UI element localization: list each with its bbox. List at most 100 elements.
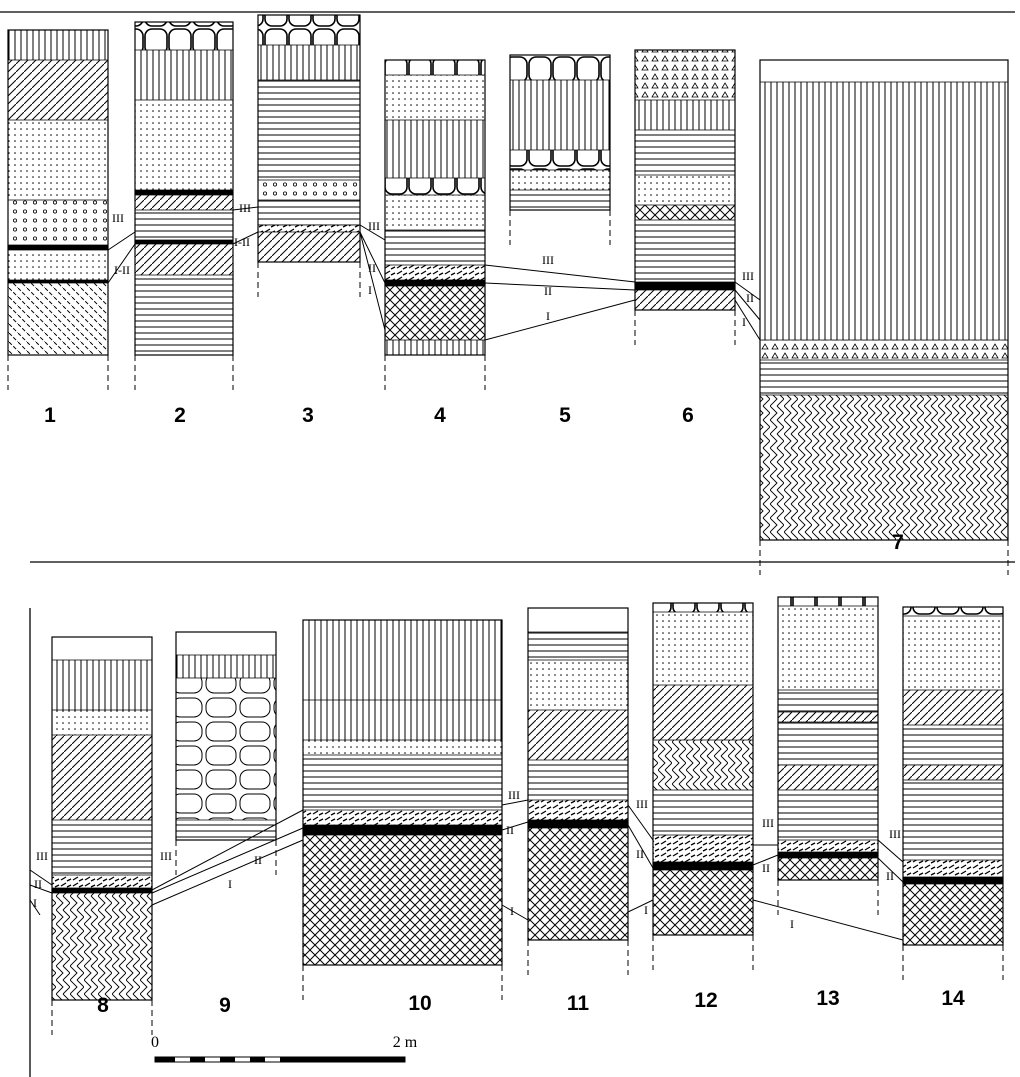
layer [760, 82, 1008, 340]
layer [303, 700, 502, 740]
layer [385, 230, 485, 265]
layer [653, 685, 753, 740]
scale-bar [155, 1057, 405, 1062]
horizon-label: III [112, 211, 124, 225]
layer [52, 710, 152, 735]
layer [653, 835, 753, 862]
layer [8, 283, 108, 355]
layer [258, 180, 360, 200]
column-number: 7 [892, 531, 904, 554]
horizon-label: I [790, 917, 794, 931]
layer [8, 120, 108, 200]
horizon-label: III [36, 849, 48, 863]
horizon-label: III [742, 269, 754, 283]
horizon-label: III [160, 849, 172, 863]
layer [52, 893, 152, 1000]
dashed-extension [303, 965, 502, 1000]
layer [176, 678, 276, 820]
layer [385, 265, 485, 280]
horizon-label: I [510, 904, 514, 918]
layer [903, 780, 1003, 860]
layer [303, 825, 502, 835]
layer [135, 190, 233, 195]
horizon-label: I [368, 283, 372, 297]
horizon-label: III [368, 219, 380, 233]
horizon-label: II [544, 284, 552, 298]
horizon-label: II [368, 261, 376, 275]
layer [778, 840, 878, 852]
layer [510, 55, 610, 80]
layer [903, 725, 1003, 765]
layer [528, 608, 628, 632]
horizon-label: II [254, 853, 262, 867]
layer [176, 820, 276, 840]
column-number: 2 [174, 404, 186, 427]
layer [635, 282, 735, 290]
layer [778, 722, 878, 765]
layer [52, 735, 152, 820]
layer [903, 690, 1003, 725]
horizon-label: III [762, 816, 774, 830]
layer [258, 80, 360, 180]
layer [52, 637, 152, 660]
horizon-label: I-II [114, 263, 130, 277]
horizon-label: III [239, 201, 251, 215]
column-number: 14 [941, 987, 965, 1010]
layer [176, 632, 276, 655]
column-number: 4 [434, 404, 446, 427]
layer [635, 290, 735, 310]
horizon-label: I [742, 315, 746, 329]
layer [135, 210, 233, 240]
horizon-label: II [746, 291, 754, 305]
layer [135, 244, 233, 275]
layer [760, 395, 1008, 540]
layer [52, 875, 152, 888]
column-number: 1 [44, 404, 56, 427]
dashed-extension [903, 945, 1003, 980]
column-number: 11 [567, 992, 590, 1015]
layer [52, 820, 152, 875]
layer [258, 15, 360, 45]
layer [528, 760, 628, 800]
column-number: 9 [219, 994, 231, 1017]
layer [258, 225, 360, 232]
layer [903, 765, 1003, 780]
horizon-label: III [542, 253, 554, 267]
layer [778, 858, 878, 880]
layer [8, 30, 108, 60]
horizon-label: I [228, 877, 232, 891]
layer [135, 22, 233, 50]
layer [385, 195, 485, 230]
horizon-label: I [644, 903, 648, 917]
layer [528, 800, 628, 820]
layer [385, 60, 485, 75]
column-number: 6 [682, 404, 694, 427]
layer [258, 232, 360, 262]
dashed-extension [510, 210, 610, 245]
layer [778, 790, 878, 840]
layer [760, 360, 1008, 395]
layer [653, 603, 753, 612]
layer [135, 195, 233, 210]
column-number: 13 [816, 987, 839, 1010]
dashed-extension [8, 355, 108, 390]
layer [385, 178, 485, 195]
layer [176, 655, 276, 678]
layer [653, 862, 753, 870]
column-number: 5 [559, 404, 571, 427]
dashed-extension [258, 262, 360, 297]
layer [903, 884, 1003, 945]
layer [52, 660, 152, 710]
layer [635, 100, 735, 130]
layer [528, 660, 628, 710]
horizon-label: I [546, 309, 550, 323]
layer [760, 60, 1008, 82]
layer [8, 280, 108, 283]
layer [778, 852, 878, 858]
layer [528, 632, 628, 660]
layer [135, 50, 233, 100]
horizon-label: III [508, 788, 520, 802]
dashed-extension [135, 355, 233, 390]
layer [8, 245, 108, 250]
layer [385, 286, 485, 340]
